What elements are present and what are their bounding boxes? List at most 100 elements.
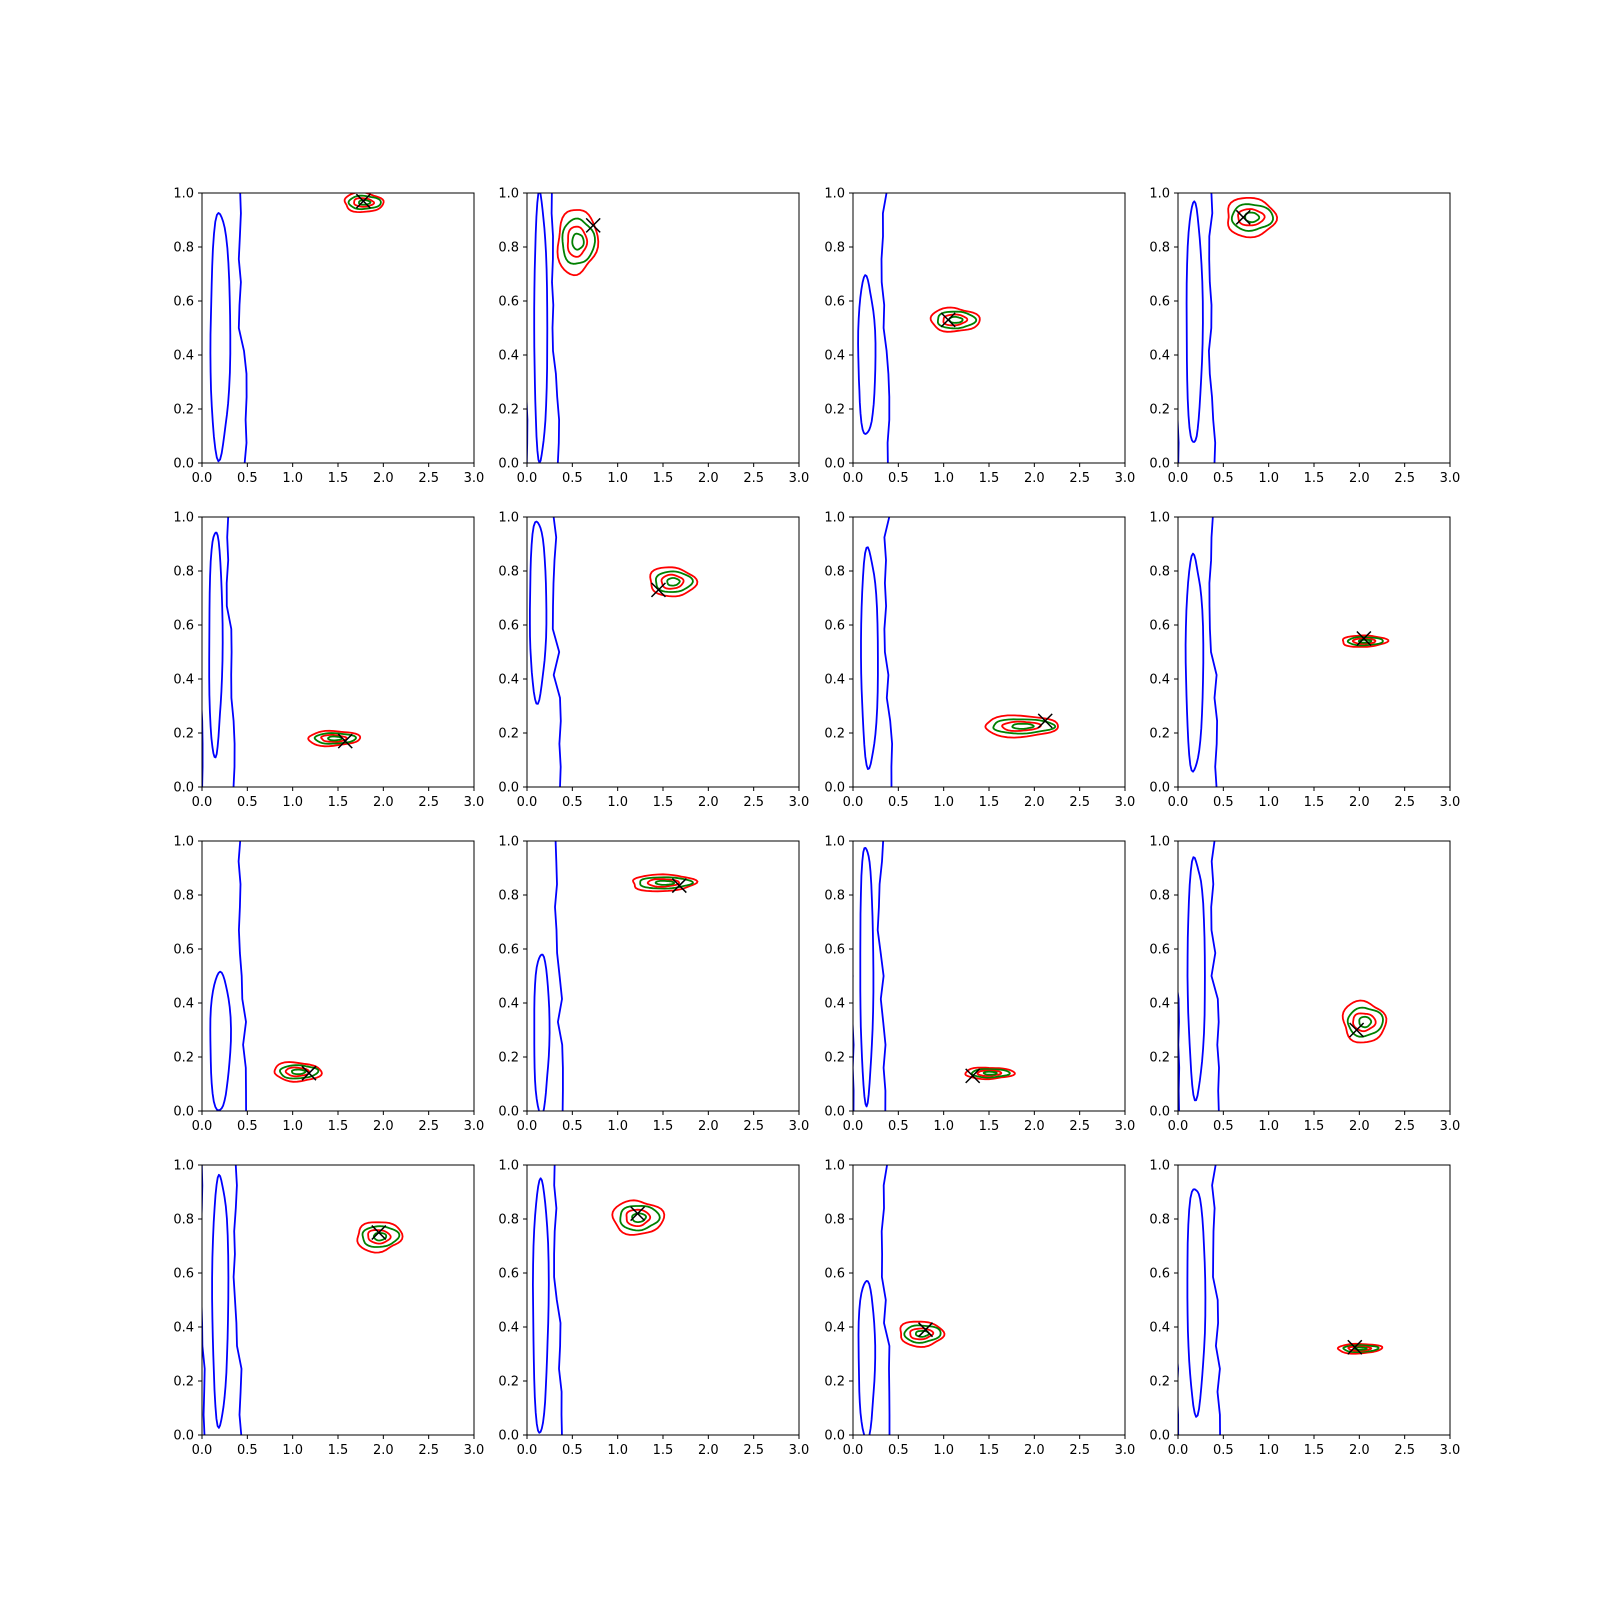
y-tick-label: 0.2	[498, 727, 519, 742]
blue-contour-outer-right	[232, 1165, 243, 1435]
y-tick-label: 1.0	[824, 1159, 845, 1174]
x-tick-label: 1.0	[1258, 1443, 1279, 1458]
y-tick-label: 1.0	[498, 187, 519, 202]
plot-area	[527, 193, 600, 463]
x-tick-label: 1.5	[979, 471, 1000, 486]
red-contour-outer	[964, 1066, 1016, 1081]
blue-contour-outer-left	[853, 739, 854, 760]
x-tick-label: 2.5	[743, 1443, 764, 1458]
x-tick-label: 0.0	[1168, 1119, 1189, 1134]
x-tick-label: 1.5	[1304, 1119, 1325, 1134]
x-tick-label: 0.0	[517, 1443, 538, 1458]
red-contour-outer	[307, 729, 362, 748]
y-tick-label: 0.2	[824, 1051, 845, 1066]
y-tick-label: 0.2	[824, 1375, 845, 1390]
y-tick-label: 0.0	[173, 781, 194, 796]
x-tick-label: 0.0	[1168, 795, 1189, 810]
x-tick-label: 1.0	[933, 471, 954, 486]
x-tick-label: 0.5	[237, 1443, 258, 1458]
plot-area	[1178, 193, 1278, 463]
subplot-8: 0.0 0.5 1.0 1.5 2.0 2.5 3.0 0.0 0.2 0.4 0.6 0.8 1.0	[1149, 511, 1460, 811]
x-tick-label: 2.0	[698, 1443, 719, 1458]
x-tick-label: 0.0	[843, 1119, 864, 1134]
axes-frame	[852, 192, 1126, 464]
blue-contour-inner	[211, 1173, 230, 1429]
x-tick-label: 0.5	[888, 1119, 909, 1134]
green-contour-inner	[1011, 722, 1035, 730]
y-tick-label: 1.0	[173, 511, 194, 526]
subplot-10: 0.0 0.5 1.0 1.5 2.0 2.5 3.0 0.0 0.2 0.4 0.6 0.8 1.0	[498, 835, 809, 1135]
x-tick-label: 0.5	[1213, 1443, 1234, 1458]
subplot-9: 0.0 0.5 1.0 1.5 2.0 2.5 3.0 0.0 0.2 0.4 0.6 0.8 1.0	[173, 835, 484, 1135]
x-tick-label: 0.0	[192, 1443, 213, 1458]
y-tick-label: 0.6	[1149, 295, 1170, 310]
x-tick-label: 1.0	[1258, 1119, 1279, 1134]
red-contour-inner	[1352, 1012, 1377, 1033]
subplot-15: 0.0 0.5 1.0 1.5 2.0 2.5 3.0 0.0 0.2 0.4 0.6 0.8 1.0	[824, 1159, 1135, 1459]
axes-frame	[201, 192, 475, 464]
y-tick-label: 0.4	[824, 349, 845, 364]
x-tick-label: 1.0	[933, 795, 954, 810]
y-tick-label: 0.8	[498, 1213, 519, 1228]
plot-area	[529, 517, 699, 787]
x-tick-label: 0.0	[517, 1119, 538, 1134]
blue-contour-inner	[209, 212, 232, 463]
x-tick-label: 0.5	[562, 795, 583, 810]
y-tick-label: 0.6	[824, 1267, 845, 1282]
y-tick-label: 0.2	[173, 727, 194, 742]
y-tick-label: 0.6	[173, 295, 194, 310]
blue-contour-inner	[857, 274, 877, 435]
green-contour-inner	[654, 880, 675, 886]
x-tick-label: 1.5	[328, 795, 349, 810]
x-tick-label: 1.5	[979, 795, 1000, 810]
x-tick-label: 1.5	[1304, 1443, 1325, 1458]
y-tick-label: 0.0	[824, 457, 845, 472]
y-tick-label: 0.6	[1149, 1267, 1170, 1282]
y-tick-label: 0.6	[498, 295, 519, 310]
x-tick-label: 3.0	[464, 471, 485, 486]
x-tick-label: 0.0	[843, 1443, 864, 1458]
y-tick-label: 1.0	[1149, 1159, 1170, 1174]
blue-contour-inner	[1184, 552, 1205, 773]
y-tick-label: 0.8	[498, 565, 519, 580]
y-tick-label: 0.8	[1149, 1213, 1170, 1228]
x-tick-label: 2.0	[1349, 1443, 1370, 1458]
y-tick-label: 0.0	[498, 1105, 519, 1120]
plot-area	[1178, 1165, 1384, 1435]
x-tick-label: 3.0	[1440, 1443, 1461, 1458]
subplot-3: 0.0 0.5 1.0 1.5 2.0 2.5 3.0 0.0 0.2 0.4 0.6 0.8 1.0	[824, 187, 1135, 487]
blue-contour-outer-left	[521, 1162, 525, 1437]
x-tick-label: 3.0	[789, 1119, 810, 1134]
x-tick-label: 1.0	[607, 795, 628, 810]
axes-frame	[526, 516, 800, 788]
green-contour-outer	[279, 1064, 320, 1080]
y-tick-label: 0.0	[498, 781, 519, 796]
x-marker	[371, 1224, 387, 1241]
x-tick-label: 0.0	[192, 795, 213, 810]
y-tick-label: 0.2	[1149, 727, 1170, 742]
y-tick-label: 0.0	[173, 1429, 194, 1444]
y-tick-label: 1.0	[824, 835, 845, 850]
y-tick-label: 0.4	[824, 1321, 845, 1336]
x-tick-label: 3.0	[464, 1443, 485, 1458]
y-tick-label: 0.0	[498, 457, 519, 472]
y-tick-label: 1.0	[1149, 511, 1170, 526]
green-contour-outer	[903, 1324, 942, 1344]
x-marker	[965, 1068, 981, 1084]
x-tick-label: 3.0	[464, 795, 485, 810]
y-tick-label: 0.6	[498, 943, 519, 958]
y-tick-label: 0.0	[824, 1429, 845, 1444]
x-tick-label: 2.5	[1394, 1119, 1415, 1134]
blue-contour-inner	[859, 847, 875, 1108]
subplot-4: 0.0 0.5 1.0 1.5 2.0 2.5 3.0 0.0 0.2 0.4 0.6 0.8 1.0	[1149, 187, 1460, 487]
y-tick-label: 0.0	[1149, 1429, 1170, 1444]
x-tick-label: 1.0	[282, 471, 303, 486]
subplot-2: 0.0 0.5 1.0 1.5 2.0 2.5 3.0 0.0 0.2 0.4 0.6 0.8 1.0	[498, 187, 809, 487]
blue-contour-outer-left	[522, 838, 526, 1113]
red-contour-outer	[649, 566, 699, 598]
blue-contour-outer-left	[196, 838, 200, 1113]
y-tick-label: 0.4	[173, 673, 194, 688]
blue-contour-outer-left	[202, 640, 204, 787]
y-tick-label: 0.2	[498, 403, 519, 418]
x-tick-label: 2.5	[418, 1443, 439, 1458]
